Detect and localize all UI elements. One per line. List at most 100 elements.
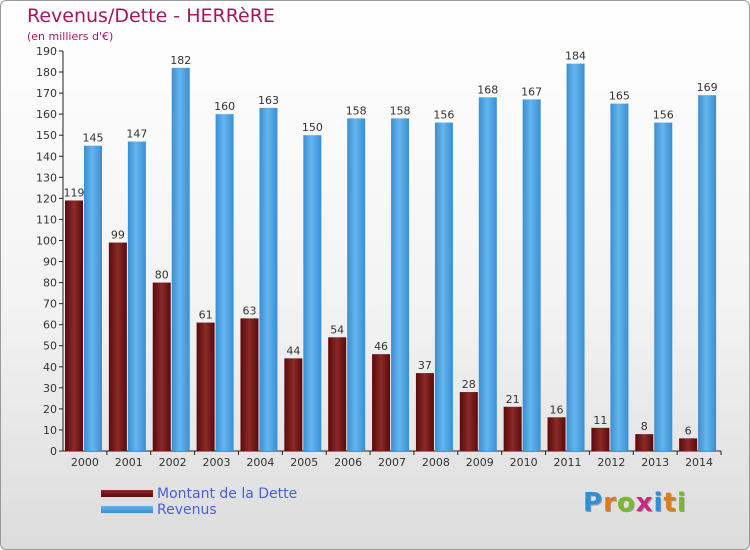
y-tick-label: 10 xyxy=(43,424,57,437)
value-label-revenue: 147 xyxy=(126,128,147,141)
value-label-revenue: 150 xyxy=(302,121,323,134)
y-tick-label: 120 xyxy=(36,192,57,205)
value-label-debt: 8 xyxy=(641,420,648,433)
legend-label-debt: Montant de la Dette xyxy=(157,486,298,502)
y-tick-label: 30 xyxy=(43,382,57,395)
bar-debt xyxy=(152,282,171,451)
y-tick-label: 160 xyxy=(36,108,57,121)
value-label-revenue: 158 xyxy=(390,104,411,117)
logo-letter: x xyxy=(635,488,654,518)
value-labels: 119 145 99 147 80 182 61 160 63 163 44 150 54 158 46 15… xyxy=(64,50,718,438)
bar-revenue xyxy=(303,135,322,452)
value-label-debt: 28 xyxy=(462,378,476,391)
value-label-revenue: 156 xyxy=(433,109,454,122)
y-tick-label: 40 xyxy=(43,361,57,374)
bar-debt xyxy=(372,354,391,451)
value-label-debt: 119 xyxy=(64,186,85,199)
y-tick-label: 90 xyxy=(43,256,57,269)
x-tick-label: 2006 xyxy=(334,456,362,469)
x-tick-label: 2014 xyxy=(685,456,713,469)
value-label-debt: 37 xyxy=(418,359,432,372)
value-label-revenue: 156 xyxy=(653,109,674,122)
bar-revenue xyxy=(215,114,234,451)
y-tick-label: 100 xyxy=(36,234,57,247)
value-label-debt: 80 xyxy=(155,269,169,282)
y-tick-label: 190 xyxy=(36,45,57,58)
legend-label-revenue: Revenus xyxy=(157,502,217,518)
bar-debt xyxy=(65,200,83,451)
y-tick-label: 150 xyxy=(36,129,57,142)
x-tick-label: 2009 xyxy=(466,456,494,469)
bar-debt xyxy=(240,318,259,451)
bar-debt xyxy=(547,417,566,451)
x-tick-label: 2004 xyxy=(246,456,274,469)
bar-revenue xyxy=(127,141,146,452)
x-tick-label: 2012 xyxy=(597,456,625,469)
x-tick-label: 2001 xyxy=(115,456,143,469)
y-tick-label: 140 xyxy=(36,150,57,163)
legend-swatch-revenue xyxy=(101,506,153,513)
bar-revenue xyxy=(434,122,453,451)
logo-letter: t xyxy=(663,488,677,518)
value-label-revenue: 160 xyxy=(214,100,235,113)
bar-revenue xyxy=(84,145,102,451)
y-tick-label: 170 xyxy=(36,87,57,100)
chart-title: Revenus/Dette - HERRèRE xyxy=(27,5,275,27)
legend-swatch-debt xyxy=(101,490,153,497)
bar-debt xyxy=(635,434,654,451)
bar-debt xyxy=(459,392,478,451)
bar-revenue xyxy=(698,95,717,452)
x-tick-label: 2005 xyxy=(290,456,318,469)
bar-debt xyxy=(328,337,347,451)
bar-debt xyxy=(591,427,610,451)
bar-debt xyxy=(503,406,522,451)
bar-revenue xyxy=(171,67,190,451)
y-tick-label: 110 xyxy=(36,213,57,226)
bar-revenue xyxy=(259,107,278,451)
bar-revenue xyxy=(391,118,410,452)
y-tick-label: 130 xyxy=(36,171,57,184)
axes: 0 10 20 30 40 50 60 70 80 90 100 110 120 130 140 150 160… xyxy=(36,45,722,469)
x-tick-label: 2000 xyxy=(71,456,99,469)
x-tick-label: 2002 xyxy=(159,456,187,469)
x-tick-label: 2003 xyxy=(203,456,231,469)
logo-letter: P xyxy=(583,488,604,518)
value-label-revenue: 145 xyxy=(83,132,104,145)
value-label-revenue: 163 xyxy=(258,94,279,107)
y-tick-label: 20 xyxy=(43,403,57,416)
logo-letter: i xyxy=(676,488,687,518)
value-label-debt: 54 xyxy=(330,323,344,336)
y-tick-label: 60 xyxy=(43,319,57,332)
y-tick-label: 80 xyxy=(43,277,57,290)
y-tick-label: 50 xyxy=(43,340,57,353)
value-label-revenue: 168 xyxy=(477,83,498,96)
bar-revenue xyxy=(347,118,366,452)
value-label-debt: 11 xyxy=(593,414,607,427)
value-label-debt: 16 xyxy=(550,403,564,416)
logo-letter: i xyxy=(653,488,664,518)
value-label-debt: 61 xyxy=(199,309,213,322)
value-label-revenue: 158 xyxy=(346,104,367,117)
x-tick-label: 2011 xyxy=(553,456,581,469)
value-label-debt: 63 xyxy=(242,304,256,317)
proxiti-logo: Proxiti xyxy=(583,488,687,518)
bar-debt xyxy=(108,242,127,451)
value-label-debt: 99 xyxy=(111,229,125,242)
value-label-debt: 21 xyxy=(506,393,520,406)
value-label-revenue: 167 xyxy=(521,85,542,98)
bar-revenue xyxy=(610,103,629,451)
bar-revenue xyxy=(522,99,541,451)
value-label-revenue: 184 xyxy=(565,50,586,63)
x-tick-label: 2010 xyxy=(510,456,538,469)
y-tick-label: 180 xyxy=(36,66,57,79)
bar-debt xyxy=(415,373,434,451)
value-label-revenue: 182 xyxy=(170,54,191,67)
bar-debt xyxy=(284,358,303,451)
y-tick-label: 70 xyxy=(43,298,57,311)
value-label-revenue: 169 xyxy=(697,81,718,94)
x-tick-label: 2008 xyxy=(422,456,450,469)
value-label-debt: 44 xyxy=(286,344,300,357)
bar-revenue xyxy=(654,122,673,451)
logo-letter: o xyxy=(616,488,636,518)
